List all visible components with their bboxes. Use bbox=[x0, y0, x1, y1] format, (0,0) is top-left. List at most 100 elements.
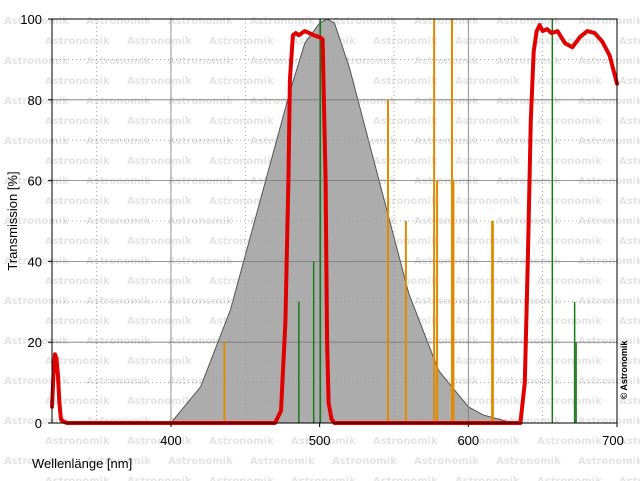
watermark-text: Astronomik bbox=[168, 56, 233, 67]
watermark-text: Astronomik bbox=[250, 456, 315, 467]
watermark-text: Astronomik bbox=[455, 156, 520, 167]
watermark-text: Astronomik bbox=[209, 76, 274, 87]
watermark-text: Astronomik bbox=[86, 456, 151, 467]
watermark-text: Astronomik bbox=[4, 96, 69, 107]
watermark-text: Astronomik bbox=[86, 176, 151, 187]
watermark-text: Astronomik bbox=[86, 216, 151, 227]
watermark-text: Astronomik bbox=[45, 396, 110, 407]
watermark-text: Astronomik bbox=[496, 16, 561, 27]
y-tick-label: 40 bbox=[28, 254, 42, 269]
x-tick-label: 700 bbox=[602, 433, 624, 448]
watermark-text: Astronomik bbox=[86, 336, 151, 347]
watermark-text: Astronomik bbox=[414, 96, 479, 107]
watermark-text: Astronomik bbox=[414, 296, 479, 307]
watermark-text: Astronomik bbox=[4, 136, 69, 147]
watermark-text: Astronomik bbox=[619, 236, 640, 247]
watermark-text: Astronomik bbox=[4, 416, 69, 427]
watermark-text: Astronomik bbox=[45, 476, 110, 481]
watermark-text: Astronomik bbox=[127, 36, 192, 47]
watermark-text: Astronomik bbox=[45, 76, 110, 87]
watermark-text: Astronomik bbox=[209, 156, 274, 167]
y-tick-label: 0 bbox=[35, 416, 42, 431]
watermark-text: Astronomik bbox=[250, 96, 315, 107]
watermark-text: Astronomik bbox=[619, 476, 640, 481]
y-tick-label: 60 bbox=[28, 174, 42, 189]
watermark-text: Astronomik bbox=[619, 396, 640, 407]
watermark-text: Astronomik bbox=[291, 436, 356, 447]
watermark-text: Astronomik bbox=[4, 296, 69, 307]
watermark-text: Astronomik bbox=[45, 156, 110, 167]
watermark-text: Astronomik bbox=[45, 316, 110, 327]
watermark-text: Astronomik bbox=[373, 436, 438, 447]
watermark-text: Astronomik bbox=[455, 236, 520, 247]
watermark-text: Astronomik bbox=[45, 356, 110, 367]
watermark-text: Astronomik bbox=[45, 36, 110, 47]
watermark-text: Astronomik bbox=[250, 56, 315, 67]
watermark-text: Astronomik bbox=[455, 196, 520, 207]
watermark-text: Astronomik bbox=[414, 176, 479, 187]
watermark-text: Astronomik bbox=[332, 56, 397, 67]
watermark-text: Astronomik bbox=[455, 316, 520, 327]
axis-ticks: 400 500 600 700 0 20 40 60 80 100 bbox=[20, 12, 624, 448]
watermark-text: Astronomik bbox=[455, 356, 520, 367]
watermark-text: Astronomik bbox=[578, 136, 640, 147]
x-axis-label: Wellenlänge [nm] bbox=[32, 456, 132, 471]
watermark-text: Astronomik bbox=[619, 356, 640, 367]
watermark-text: Astronomik bbox=[578, 16, 640, 27]
watermark-text: Astronomik bbox=[578, 456, 640, 467]
watermark-text: Astronomik bbox=[619, 116, 640, 127]
watermark-text: Astronomik bbox=[537, 116, 602, 127]
watermark-text: Astronomik bbox=[373, 156, 438, 167]
watermark-text: Astronomik bbox=[4, 216, 69, 227]
y-tick-label: 20 bbox=[28, 335, 42, 350]
watermark-text: Astronomik bbox=[209, 116, 274, 127]
watermark-text: Astronomik bbox=[127, 396, 192, 407]
watermark-text: Astronomik bbox=[537, 36, 602, 47]
watermark-text: Astronomik bbox=[373, 196, 438, 207]
x-tick-label: 500 bbox=[309, 433, 331, 448]
watermark-text: Astronomik bbox=[373, 36, 438, 47]
watermark-text: Astronomik bbox=[291, 476, 356, 481]
watermark-text: Astronomik bbox=[619, 156, 640, 167]
watermark-text: Astronomik bbox=[373, 116, 438, 127]
watermark-text: Astronomik bbox=[168, 96, 233, 107]
watermark-text: Astronomik bbox=[537, 276, 602, 287]
watermark-text: Astronomik bbox=[127, 196, 192, 207]
watermark-text: Astronomik bbox=[4, 176, 69, 187]
watermark-text: Astronomik bbox=[127, 476, 192, 481]
watermark-text: Astronomik bbox=[537, 436, 602, 447]
watermark-text: Astronomik bbox=[127, 76, 192, 87]
watermark-text: Astronomik bbox=[86, 16, 151, 27]
watermark-text: Astronomik bbox=[127, 356, 192, 367]
watermark-text: Astronomik bbox=[4, 56, 69, 67]
watermark-text: Astronomik bbox=[168, 176, 233, 187]
watermark-text: Astronomik bbox=[619, 76, 640, 87]
watermark-text: Astronomik bbox=[455, 36, 520, 47]
watermark-text: Astronomik bbox=[209, 476, 274, 481]
watermark-text: Astronomik bbox=[4, 456, 69, 467]
watermark-text: Astronomik bbox=[414, 56, 479, 67]
x-tick-label: 400 bbox=[160, 433, 182, 448]
watermark-text: Astronomik bbox=[619, 36, 640, 47]
watermark-text: Astronomik bbox=[127, 316, 192, 327]
watermark-text: Astronomik bbox=[45, 196, 110, 207]
watermark-text: Astronomik bbox=[578, 416, 640, 427]
watermark-text: Astronomik bbox=[168, 336, 233, 347]
watermark-text: Astronomik bbox=[127, 236, 192, 247]
watermark-text: Astronomik bbox=[496, 336, 561, 347]
watermark-text: Astronomik bbox=[168, 16, 233, 27]
watermark-text: Astronomik bbox=[414, 456, 479, 467]
watermark-text: Astronomik bbox=[45, 436, 110, 447]
y-tick-label: 100 bbox=[20, 12, 42, 27]
watermark-text: Astronomik bbox=[168, 376, 233, 387]
watermark-text: Astronomik bbox=[86, 96, 151, 107]
watermark-text: Astronomik bbox=[332, 456, 397, 467]
watermark-text: Astronomik bbox=[578, 56, 640, 67]
watermark-text: Astronomik bbox=[619, 196, 640, 207]
watermark-text: Astronomik bbox=[209, 36, 274, 47]
watermark-text: Astronomik bbox=[578, 176, 640, 187]
watermark-text: Astronomik bbox=[455, 436, 520, 447]
watermark-text: Astronomik bbox=[414, 16, 479, 27]
watermark-text: Astronomik bbox=[496, 456, 561, 467]
watermark-text: Astronomik bbox=[455, 116, 520, 127]
